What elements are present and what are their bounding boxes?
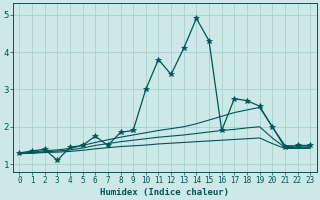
X-axis label: Humidex (Indice chaleur): Humidex (Indice chaleur) (100, 188, 229, 197)
